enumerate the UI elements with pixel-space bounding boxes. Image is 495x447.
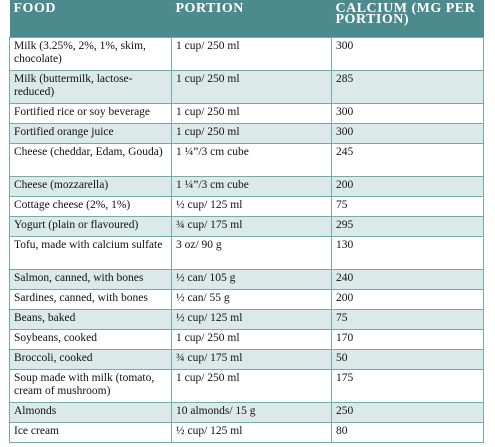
calcium-cell: 245 (331, 143, 484, 177)
calcium-cell: 50 (331, 349, 484, 370)
table-row: Milk (3.25%, 2%, 1%, skim, chocolate) 1 … (9, 37, 484, 71)
portion-cell: 1 cup/ 250 ml (171, 369, 332, 403)
table-row: Fortified rice or soy beverage 1 cup/ 25… (9, 103, 484, 124)
portion-cell: 3 oz/ 90 g (171, 236, 332, 270)
portion-cell: ½ cup/ 125 ml (171, 196, 332, 217)
portion-cell: ½ cup/ 125 ml (171, 309, 332, 330)
food-cell: Fortified rice or soy beverage (9, 103, 172, 124)
portion-cell: ½ cup/ 125 ml (171, 422, 332, 443)
table-row: Cheese (mozzarella) 1 ¼”/3 cm cube 200 (9, 176, 484, 197)
table-row: Sardines, canned, with bones ½ can/ 55 g… (9, 289, 484, 310)
food-cell: Sardines, canned, with bones (9, 289, 172, 310)
food-cell: Ice cream (9, 422, 172, 443)
food-cell: Broccoli, cooked (9, 349, 172, 370)
table-row: Beans, baked ½ cup/ 125 ml 75 (9, 309, 484, 330)
food-cell: Cheese (mozzarella) (9, 176, 172, 197)
food-cell: Almonds (9, 402, 172, 423)
portion-cell: ¾ cup/ 175 ml (171, 349, 332, 370)
table-row: Soup made with milk (tomato, cream of mu… (9, 369, 484, 403)
table-row: Yogurt (plain or flavoured) ¾ cup/ 175 m… (9, 216, 484, 237)
calcium-cell: 175 (331, 369, 484, 403)
portion-cell: 1 cup/ 250 ml (171, 329, 332, 350)
calcium-cell: 200 (331, 289, 484, 310)
table-body: Milk (3.25%, 2%, 1%, skim, chocolate) 1 … (9, 37, 484, 443)
food-cell: Fortified orange juice (9, 123, 172, 144)
header-calcium: CALCIUM (MG PER PORTION) (335, 1, 476, 27)
portion-cell: 10 almonds/ 15 g (171, 402, 332, 423)
calcium-table: FOOD PORTION CALCIUM (MG PER PORTION) Mi… (9, 0, 484, 443)
portion-cell: 1 cup/ 250 ml (171, 103, 332, 124)
portion-cell: ¾ cup/ 175 ml (171, 216, 332, 237)
calcium-cell: 240 (331, 269, 484, 290)
table-row: Tofu, made with calcium sulfate 3 oz/ 90… (9, 236, 484, 270)
calcium-cell: 295 (331, 216, 484, 237)
portion-cell: ½ can/ 105 g (171, 269, 332, 290)
table-row: Ice cream ½ cup/ 125 ml 80 (9, 422, 484, 443)
food-cell: Soybeans, cooked (9, 329, 172, 350)
food-cell: Cottage cheese (2%, 1%) (9, 196, 172, 217)
food-cell: Soup made with milk (tomato, cream of mu… (9, 369, 172, 403)
table-row: Soybeans, cooked 1 cup/ 250 ml 170 (9, 329, 484, 350)
food-cell: Milk (3.25%, 2%, 1%, skim, chocolate) (9, 37, 172, 71)
table-row: Cheese (cheddar, Edam, Gouda) 1 ¼”/3 cm … (9, 143, 484, 177)
calcium-cell: 285 (331, 70, 484, 104)
food-cell: Milk (buttermilk, lactose-reduced) (9, 70, 172, 104)
calcium-cell: 75 (331, 309, 484, 330)
calcium-cell: 200 (331, 176, 484, 197)
calcium-cell: 130 (331, 236, 484, 270)
calcium-cell: 300 (331, 103, 484, 124)
table-header: FOOD PORTION CALCIUM (MG PER PORTION) (9, 0, 484, 38)
table-row: Salmon, canned, with bones ½ can/ 105 g … (9, 269, 484, 290)
portion-cell: 1 ¼”/3 cm cube (171, 143, 332, 177)
portion-cell: 1 ¼”/3 cm cube (171, 176, 332, 197)
table-row: Cottage cheese (2%, 1%) ½ cup/ 125 ml 75 (9, 196, 484, 217)
portion-cell: 1 cup/ 250 ml (171, 70, 332, 104)
table-row: Fortified orange juice 1 cup/ 250 ml 300 (9, 123, 484, 144)
header-food: FOOD (13, 1, 56, 16)
food-cell: Cheese (cheddar, Edam, Gouda) (9, 143, 172, 177)
calcium-cell: 170 (331, 329, 484, 350)
calcium-cell: 300 (331, 123, 484, 144)
table-row: Almonds 10 almonds/ 15 g 250 (9, 402, 484, 423)
table-row: Broccoli, cooked ¾ cup/ 175 ml 50 (9, 349, 484, 370)
header-row: FOOD PORTION CALCIUM (MG PER PORTION) (9, 0, 484, 38)
portion-cell: 1 cup/ 250 ml (171, 37, 332, 71)
food-cell: Yogurt (plain or flavoured) (9, 216, 172, 237)
calcium-cell: 300 (331, 37, 484, 71)
table-row: Milk (buttermilk, lactose-reduced) 1 cup… (9, 70, 484, 104)
calcium-cell: 75 (331, 196, 484, 217)
food-cell: Beans, baked (9, 309, 172, 330)
food-cell: Salmon, canned, with bones (9, 269, 172, 290)
portion-cell: 1 cup/ 250 ml (171, 123, 332, 144)
calcium-cell: 80 (331, 422, 484, 443)
food-cell: Tofu, made with calcium sulfate (9, 236, 172, 270)
header-portion: PORTION (175, 1, 244, 16)
calcium-cell: 250 (331, 402, 484, 423)
portion-cell: ½ can/ 55 g (171, 289, 332, 310)
